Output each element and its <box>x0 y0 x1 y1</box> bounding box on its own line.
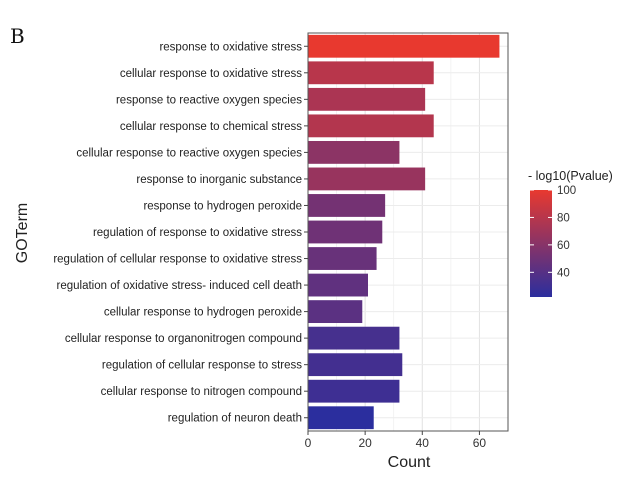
bar <box>308 140 400 164</box>
bar <box>308 220 383 244</box>
legend-tick-label: 100 <box>557 185 576 197</box>
bar <box>308 406 374 430</box>
category-label: response to reactive oxygen species <box>116 94 302 106</box>
category-label: cellular response to nitrogen compound <box>101 386 302 398</box>
bar <box>308 61 434 85</box>
bar <box>308 353 403 377</box>
bar <box>308 114 434 138</box>
x-axis-title: Count <box>388 454 431 471</box>
bar <box>308 34 500 58</box>
category-label: regulation of oxidative stress- induced … <box>57 280 302 292</box>
category-label: regulation of cellular response to stres… <box>102 360 302 372</box>
category-label: response to hydrogen peroxide <box>143 200 302 212</box>
legend-colorbar <box>530 190 552 297</box>
category-label: regulation of cellular response to oxida… <box>53 254 302 266</box>
bar <box>308 300 363 324</box>
category-label: cellular response to chemical stress <box>120 121 302 133</box>
category-label: cellular response to reactive oxygen spe… <box>76 147 302 159</box>
bar <box>308 273 368 297</box>
legend-tick-label: 80 <box>557 212 570 224</box>
bar <box>308 87 426 111</box>
category-label: response to inorganic substance <box>136 174 302 186</box>
x-axis-ticks: 0 20 40 60 <box>305 431 487 450</box>
bar <box>308 167 426 191</box>
category-label: cellular response to hydrogen peroxide <box>104 307 302 319</box>
legend-ticks: 100 80 60 40 <box>530 185 576 279</box>
category-label: cellular response to organonitrogen comp… <box>65 333 302 345</box>
y-axis-title: GOTerm <box>14 203 31 263</box>
legend-tick-label: 60 <box>557 240 570 252</box>
x-tick-label: 60 <box>473 436 487 450</box>
x-tick-label: 0 <box>305 436 312 450</box>
category-label: cellular response to oxidative stress <box>120 68 302 80</box>
category-label: regulation of response to oxidative stre… <box>93 227 302 239</box>
x-tick-label: 40 <box>416 436 430 450</box>
x-tick-label: 20 <box>358 436 372 450</box>
category-label: response to oxidative stress <box>159 41 302 53</box>
legend-title: - log10(Pvalue) <box>528 169 613 183</box>
bars <box>308 34 500 430</box>
bar <box>308 379 400 403</box>
legend-tick-label: 40 <box>557 267 570 279</box>
category-labels: response to oxidative stress cellular res… <box>53 41 308 425</box>
bar <box>308 247 377 270</box>
bar <box>308 194 386 217</box>
category-label: regulation of neuron death <box>168 413 302 425</box>
bar <box>308 326 400 350</box>
color-legend: - log10(Pvalue) 100 80 60 40 <box>528 169 613 297</box>
panel-label: B <box>10 24 25 48</box>
